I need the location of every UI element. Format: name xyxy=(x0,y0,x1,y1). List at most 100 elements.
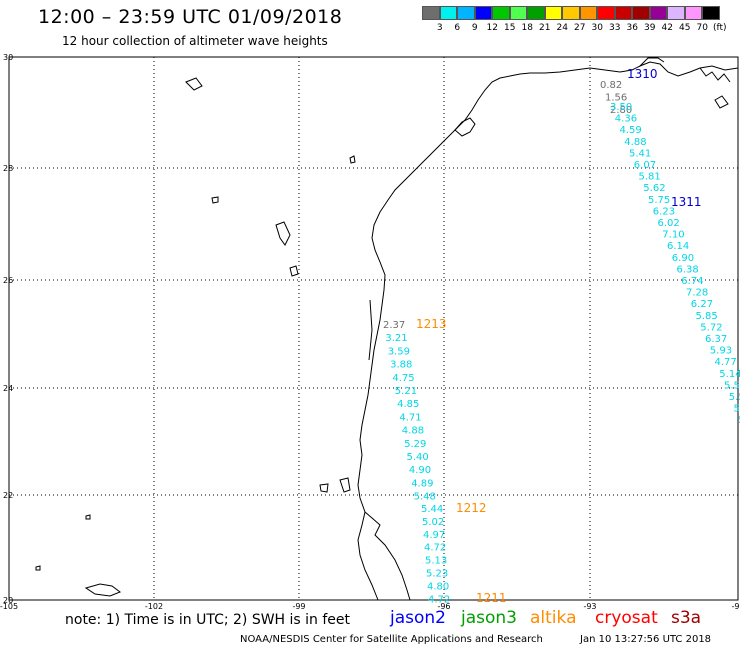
legend-label: 24 xyxy=(556,23,568,33)
wave-height-value: 4.88 xyxy=(402,426,424,437)
longitude-label: -96 xyxy=(437,602,450,611)
inland-lake-7 xyxy=(319,483,329,493)
wave-height-value: 5.62 xyxy=(643,183,665,194)
legend-swatch xyxy=(667,6,685,20)
legend-swatch xyxy=(527,6,545,20)
inland-lake-4 xyxy=(211,196,219,204)
wave-height-value: 5.21 xyxy=(395,386,417,397)
longitude-label: -99 xyxy=(292,602,305,611)
legend-swatch xyxy=(509,6,527,20)
mississippi-delta xyxy=(699,67,731,83)
wave-height-value: 3.59 xyxy=(388,346,410,357)
legend-swatch xyxy=(702,6,720,20)
wave-height-value: 6.02 xyxy=(658,218,680,229)
wave-height-value: 4.85 xyxy=(397,399,419,410)
footer-credit: NOAA/NESDIS Center for Satellite Applica… xyxy=(240,634,543,645)
legend-label: 15 xyxy=(504,23,516,33)
map-subtitle: 12 hour collection of altimeter wave hei… xyxy=(62,34,328,48)
longitude-label: -105 xyxy=(0,602,18,611)
texas-mexico-coast xyxy=(357,61,739,601)
small-island-2 xyxy=(35,565,41,571)
longitude-label: -102 xyxy=(145,602,163,611)
wave-height-value: 4.72 xyxy=(428,594,450,605)
wave-height-value: 4.77 xyxy=(715,357,737,368)
wave-height-value: 5.13 xyxy=(425,556,447,567)
legend-label: 42 xyxy=(661,23,673,33)
wave-height-value: 5 xyxy=(734,404,740,415)
legend-swatch xyxy=(579,6,597,20)
wave-height-value: 0.82 xyxy=(600,80,622,91)
wave-height-value: 5.29 xyxy=(404,439,426,450)
satellite-legend-jason2: jason2 xyxy=(390,608,446,628)
legend-label: 18 xyxy=(521,23,533,33)
track-id-label: 1213 xyxy=(416,317,447,331)
wave-height-value: 5.23 xyxy=(426,569,448,580)
wave-height-value: 5.40 xyxy=(407,452,429,463)
galveston-bay xyxy=(454,117,476,137)
wave-height-value: 4.75 xyxy=(392,373,414,384)
legend-swatch xyxy=(439,6,457,20)
wave-height-value: 6.23 xyxy=(653,206,675,217)
legend-label: 33 xyxy=(609,23,621,33)
wave-height-value: 5.81 xyxy=(639,172,661,183)
inland-lake-1 xyxy=(185,77,203,91)
satellite-legend-s3a: s3a xyxy=(671,608,702,628)
legend-label: 21 xyxy=(539,23,551,33)
legend-swatch xyxy=(649,6,667,20)
legend-swatch xyxy=(597,6,615,20)
wave-height-value: 1.56 xyxy=(605,93,627,104)
legend-swatch xyxy=(422,6,440,20)
footer-note: note: 1) Time is in UTC; 2) SWH is in fe… xyxy=(65,612,351,628)
wave-height-value: 3.50 xyxy=(610,102,632,113)
legend-label: 36 xyxy=(626,23,638,33)
laguna-madre xyxy=(368,299,373,361)
mexico-coast-south xyxy=(364,511,411,601)
wave-height-value: 5.5 xyxy=(729,392,740,403)
wave-height-value: 3.88 xyxy=(390,360,412,371)
wave-height-value: 4.59 xyxy=(620,125,642,136)
graticule xyxy=(9,57,738,600)
legend-swatch xyxy=(614,6,632,20)
wave-height-value: 5.50 xyxy=(724,380,740,391)
wave-height-value: 4.97 xyxy=(423,530,445,541)
wave-height-value: 4.36 xyxy=(615,114,637,125)
track-id-label: 1310 xyxy=(627,67,658,81)
wave-height-value: 4.89 xyxy=(411,478,433,489)
wave-height-value: 2.80 xyxy=(610,105,632,116)
wave-height-value: 4.90 xyxy=(409,465,431,476)
legend-swatch xyxy=(684,6,702,20)
latitude-label: 26 xyxy=(3,276,13,285)
longitude-label: -90 xyxy=(731,602,740,611)
wave-height-value: 4.80 xyxy=(427,581,449,592)
wave-height-value: 4.72 xyxy=(424,543,446,554)
wave-height-value: 3.21 xyxy=(385,333,407,344)
track-1212: 5.44 5.02 4.97 4.72 5.13 5.234.80 4.72 1212 xyxy=(421,501,487,605)
wave-height-value: 5.75 xyxy=(648,195,670,206)
legend-label: 6 xyxy=(454,23,461,33)
wave-height-value: 5.02 xyxy=(422,517,444,528)
legend-label: 39 xyxy=(644,23,656,33)
wave-height-value: 5 xyxy=(738,415,740,426)
wave-height-value: 4.88 xyxy=(624,137,646,148)
legend-label: 27 xyxy=(574,23,586,33)
legend-swatch xyxy=(544,6,562,20)
color-legend-unit: (ft) xyxy=(713,23,727,33)
wave-height-value: 2.37 xyxy=(383,320,405,331)
legend-label: 3 xyxy=(436,23,443,33)
latitude-label: 30 xyxy=(3,53,13,62)
legend-label: 30 xyxy=(591,23,603,33)
track-1310: 0.82 1.562.80 1310 xyxy=(600,67,658,116)
revillagigedo-island xyxy=(84,583,122,597)
satellite-legend-jason3: jason3 xyxy=(461,608,517,628)
track-1211: 1211 xyxy=(476,591,507,605)
wave-height-value: 5.85 xyxy=(696,311,718,322)
latitude-label: 22 xyxy=(3,491,13,500)
altimeter-tracks: 2.37 3.21 3.59 3.88 4.75 5.21 4.85 4.71 4.88 5.29… xyxy=(383,67,740,605)
wave-height-value: 5.93 xyxy=(710,346,732,357)
legend-label: 9 xyxy=(471,23,478,33)
track-1213: 2.37 3.21 3.59 3.88 4.75 5.21 4.85 4.71 4.88 5.29… xyxy=(383,317,447,503)
latitude-label: 20 xyxy=(3,596,13,605)
legend-swatch xyxy=(474,6,492,20)
wave-height-value: 6.27 xyxy=(691,299,713,310)
